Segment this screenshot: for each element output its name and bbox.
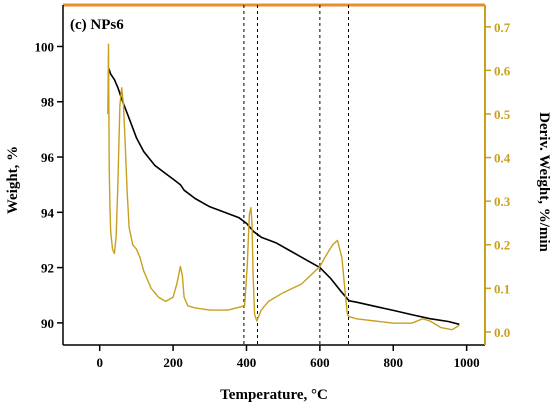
y-left-tick-label: 90 — [41, 316, 54, 331]
y-right-tick-label: 0.3 — [494, 194, 511, 209]
x-axis-label: Temperature, °C — [220, 387, 328, 403]
y-left-tick-label: 98 — [41, 95, 55, 110]
y-axis-label-left: Weight, % — [5, 146, 21, 214]
y-right-tick-label: 0.1 — [494, 281, 510, 296]
y-axis-label-right: Deriv. Weight, %/min — [536, 112, 550, 252]
y-right-tick-label: 0.0 — [494, 325, 510, 340]
y-left-tick-label: 96 — [41, 150, 55, 165]
x-tick-label: 200 — [163, 355, 183, 370]
derivative-weight-curve — [107, 43, 460, 331]
y-right-tick-label: 0.6 — [494, 63, 511, 78]
y-left-tick-label: 92 — [41, 261, 54, 276]
y-right-tick-label: 0.4 — [494, 151, 511, 166]
y-right-tick-label: 0.2 — [494, 238, 510, 253]
y-left-tick-label: 100 — [35, 39, 55, 54]
y-right-tick-label: 0.7 — [494, 20, 511, 35]
x-tick-label: 1000 — [454, 355, 480, 370]
x-tick-label: 400 — [237, 355, 257, 370]
panel-label: (c) NPs6 — [70, 17, 124, 33]
y-right-tick-label: 0.5 — [494, 107, 511, 122]
weight-curve — [108, 68, 460, 326]
x-tick-label: 0 — [96, 355, 103, 370]
x-tick-label: 800 — [384, 355, 404, 370]
y-left-tick-label: 94 — [41, 205, 55, 220]
x-tick-label: 600 — [310, 355, 330, 370]
